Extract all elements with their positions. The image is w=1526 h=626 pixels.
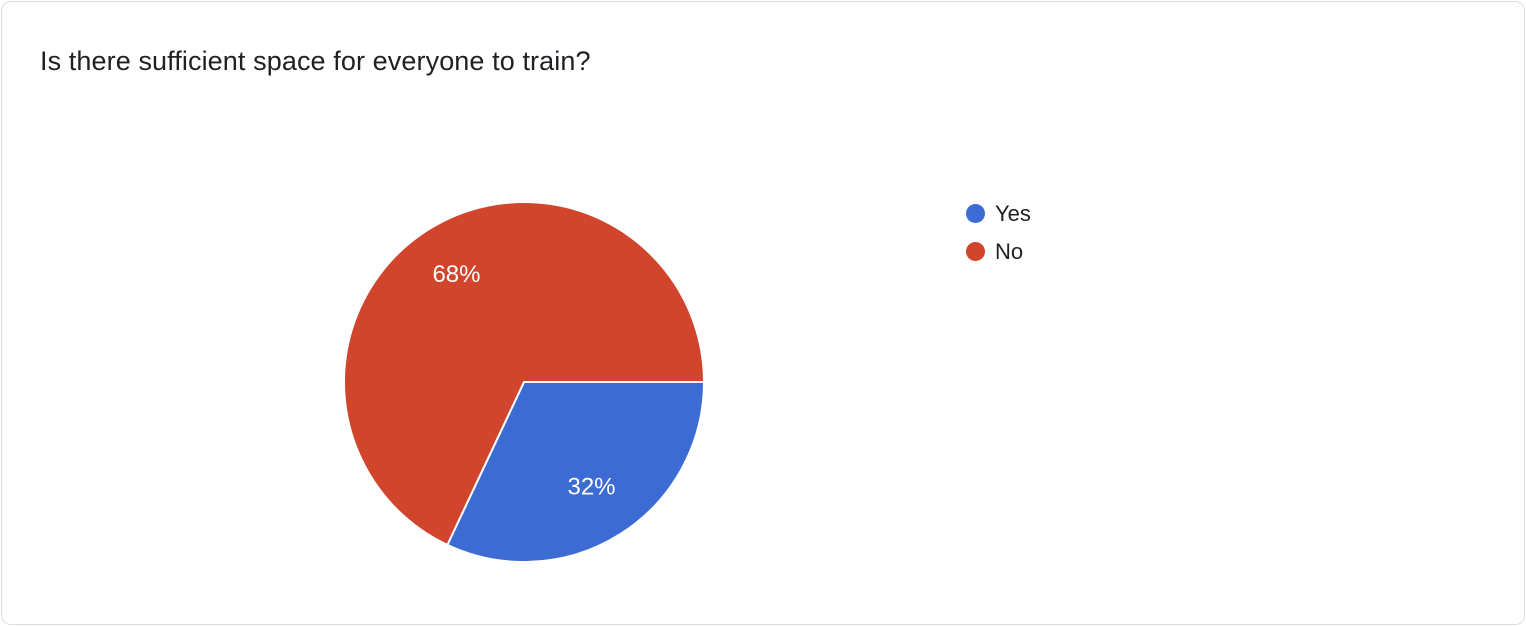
legend-item-no: No	[966, 238, 1031, 265]
pie-slice-label-no: 68%	[432, 261, 480, 288]
legend-item-yes: Yes	[966, 200, 1031, 227]
pie-slice-label-yes: 32%	[567, 474, 615, 501]
legend-swatch-no-icon	[966, 242, 985, 261]
legend-swatch-yes-icon	[966, 204, 985, 223]
legend: Yes No	[966, 200, 1031, 265]
legend-label-no: No	[995, 239, 1024, 264]
pie-slice-yes	[446, 381, 705, 563]
pie-chart-container: 32% 68%	[294, 152, 754, 612]
chart-title: Is there sufficient space for everyone t…	[40, 46, 591, 76]
pie-chart: 32% 68%	[343, 201, 705, 563]
legend-label-yes: Yes	[995, 201, 1031, 226]
pie-slice-no	[343, 201, 705, 546]
